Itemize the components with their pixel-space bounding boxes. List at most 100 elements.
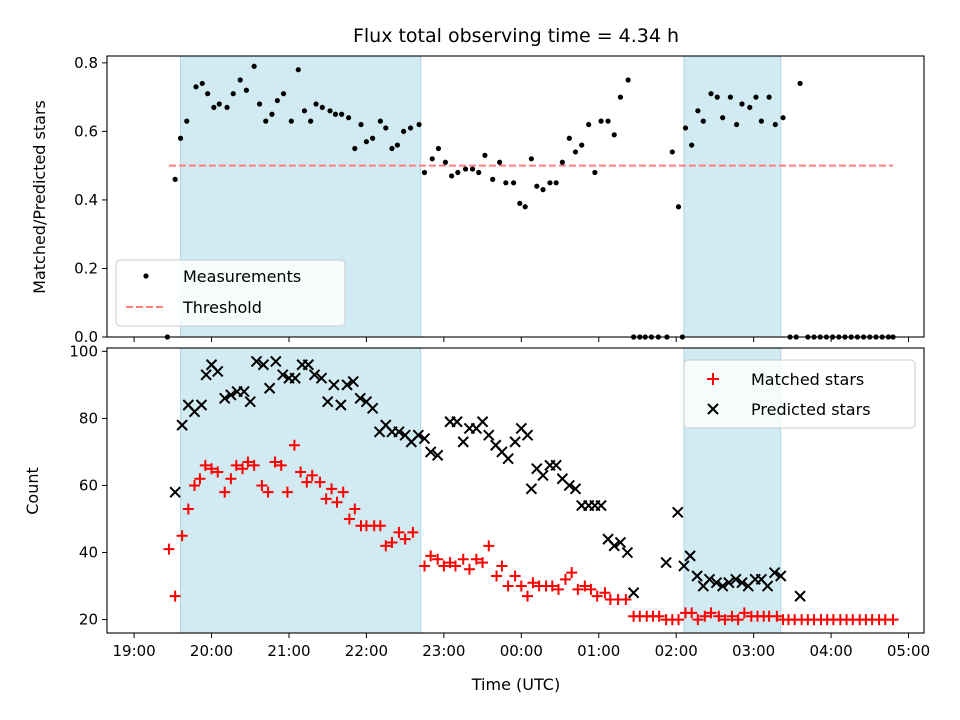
predicted-star-point [678,560,690,572]
y-tick-label: 80 [79,409,98,427]
measurement-point [720,115,726,121]
predicted-star-point [347,375,359,388]
matched-star-point [419,560,431,572]
matched-star-point [242,456,254,468]
bottom-y-ticks: 20 40 60 80 100 [69,342,107,629]
predicted-star-point [660,556,672,569]
matched-star-point [219,486,231,498]
predicted-star-point [627,587,640,599]
measurement-point [370,135,376,141]
top-axes-frame [106,55,925,338]
matched-star-point [199,459,211,471]
matched-star-point [262,486,274,498]
predicted-star-point [457,436,469,448]
predicted-star-point [794,590,806,602]
matched-star-point [483,540,495,552]
measurement-point [522,204,528,210]
matched-star-point [225,473,237,485]
matched-star-point [579,580,591,592]
matched-star-point [212,466,224,478]
matched-star-point [326,483,338,495]
predicted-star-point [200,369,212,381]
predicted-star-point [212,365,224,378]
measurement-point [274,97,280,104]
predicted-star-point [595,499,607,512]
predicted-star-point [768,566,781,579]
measurement-point [747,104,753,111]
predicted-star-point [672,506,684,519]
matched-star-point [591,590,603,602]
matched-star-point [281,486,293,498]
matched-star-point [566,567,578,579]
predicted-star-point [225,389,237,401]
matched-star-point [559,573,571,585]
measurement-point [455,169,461,176]
y-tick-label: 0.4 [74,191,98,209]
x-tick-label: 19:00 [112,642,155,660]
matched-star-point [585,583,597,595]
measurement-point [263,118,269,124]
matched-star-point [771,610,783,622]
measurement-point [625,77,631,83]
legend-predicted-label: Predicted stars [751,400,871,419]
matched-star-point [237,463,249,475]
measurement-point [566,135,572,141]
measurement-point [586,121,592,128]
x-tick-label: 00:00 [500,642,543,660]
measurement-point [193,84,199,90]
matched-star-point [692,614,704,626]
predicted-star-point [730,573,742,586]
predicted-star-point [244,395,256,408]
predicted-star-point [691,570,703,582]
predicted-star-point [238,385,250,398]
x-tick-label: 01:00 [577,642,620,660]
predicted-star-point [393,426,405,438]
measurement-point [172,176,178,182]
measurement-point [708,91,714,97]
predicted-star-point [723,576,735,589]
measurement-point [363,139,370,145]
top-x-ticks [133,337,910,342]
measurement-point [435,145,442,152]
predicted-star-point [424,446,437,458]
y-tick-label: 60 [79,476,98,494]
bot-shades-region-0 [180,347,422,634]
measurement-point [383,125,389,131]
measurement-point [766,94,772,100]
matched-star-point [599,587,611,599]
measurement-point [669,149,675,155]
measurement-point [243,87,249,93]
measurement-point [211,104,217,111]
measurement-point [553,180,559,186]
matched-star-point [343,513,355,525]
measurement-point [416,121,422,128]
top-legend-box [115,259,346,327]
measurement-point [319,104,325,111]
predicted-star-point [716,580,729,592]
measurement-point [394,142,401,148]
y-tick-label: 100 [69,342,98,360]
measurement-point [332,111,339,117]
matched-star-point [425,550,437,562]
measurement-point [534,183,540,189]
x-tick-label: 05:00 [887,642,930,660]
matched-star-point [407,526,419,538]
predicted-star-point [614,536,627,549]
predicted-star-points [169,355,806,602]
predicted-star-point [476,416,489,428]
top-y-axis-label: Matched/Predicted stars [30,100,49,294]
matched-star-point [502,580,514,592]
matched-star-point [386,536,398,548]
measurement-point [389,145,395,152]
measurement-point [216,101,222,107]
bottom-legend: Matched stars Predicted stars [683,359,916,429]
measurement-point [490,176,496,182]
measurement-point [797,80,803,87]
predicted-star-point [483,429,495,441]
matched-star-point [726,610,738,622]
measurement-point [352,145,358,152]
bottom-legend-box [683,359,916,429]
y-tick-label: 0.0 [74,328,98,346]
measurement-point [592,169,598,176]
matched-star-point [705,607,717,619]
